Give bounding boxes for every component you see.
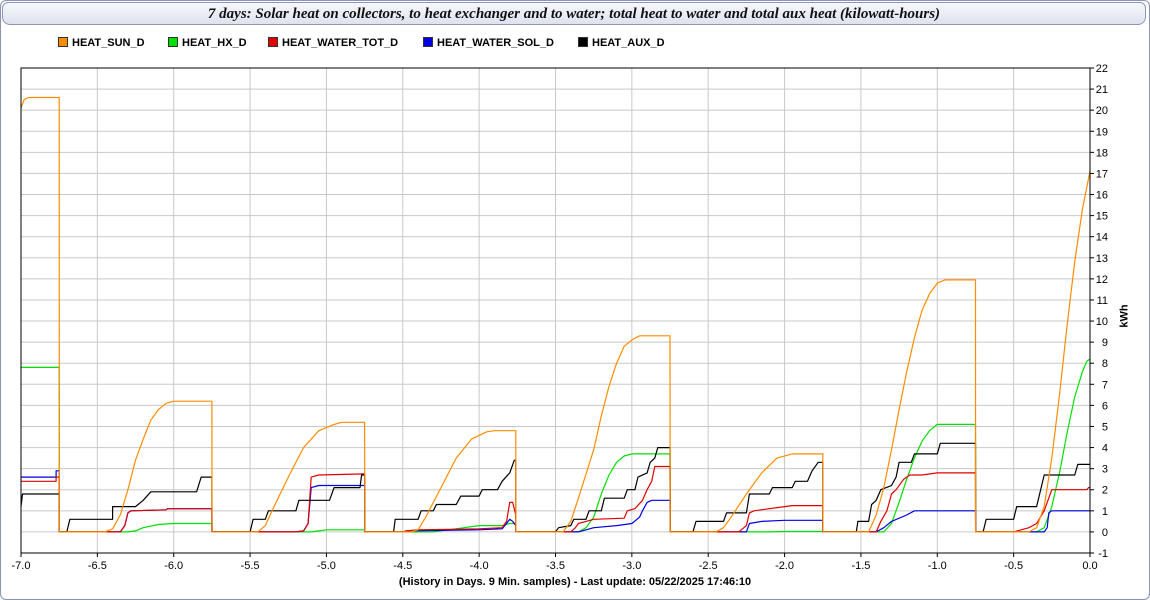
- legend-label-heat-hx: HEAT_HX_D: [182, 37, 247, 49]
- x-tick-label: -5.0: [317, 560, 336, 572]
- x-tick-label: 0.0: [1082, 560, 1097, 572]
- y-tick-label: 17: [1096, 168, 1108, 180]
- legend-swatch-heat-water-sol: [423, 37, 433, 48]
- legend-item-heat-water-sol: HEAT_WATER_SOL_D: [423, 37, 554, 49]
- legend-label-heat-aux: HEAT_AUX_D: [592, 37, 665, 49]
- y-tick-label: 5: [1102, 421, 1108, 433]
- chart-title: 7 days: Solar heat on collectors, to hea…: [2, 2, 1146, 25]
- legend-item-heat-sun: HEAT_SUN_D: [58, 37, 145, 49]
- x-tick-label: -3.0: [622, 560, 641, 572]
- y-tick-label: 1: [1102, 506, 1108, 518]
- x-tick-label: -0.5: [1004, 560, 1023, 572]
- series-line-heat-sun-d: [20, 96, 1091, 533]
- y-tick-label: 20: [1096, 105, 1108, 117]
- legend-item-heat-aux: HEAT_AUX_D: [578, 37, 665, 49]
- x-tick-label: -4.5: [393, 560, 412, 572]
- x-tick-label: -4.0: [470, 560, 489, 572]
- y-tick-label: 2: [1102, 485, 1108, 497]
- y-tick-label: 9: [1102, 337, 1108, 349]
- x-tick-label: -3.5: [546, 560, 565, 572]
- plot-border: [20, 67, 1091, 554]
- y-tick-label: 0: [1102, 527, 1108, 539]
- legend-label-heat-water-sol: HEAT_WATER_SOL_D: [437, 37, 554, 49]
- legend-item-heat-water-tot: HEAT_WATER_TOT_D: [268, 37, 398, 49]
- x-tick-label: -6.0: [164, 560, 183, 572]
- x-tick-label: -2.0: [775, 560, 794, 572]
- y-tick-label: 21: [1096, 84, 1108, 96]
- y-axis-label: kWh: [1118, 304, 1131, 328]
- x-tick-label: -7.0: [12, 560, 31, 572]
- y-tick-label: 8: [1102, 358, 1108, 370]
- y-tick-label: 12: [1096, 274, 1108, 286]
- x-tick-label: -1.5: [851, 560, 870, 572]
- y-tick-label: -1: [1098, 548, 1108, 560]
- y-tick-label: 16: [1096, 190, 1108, 202]
- y-tick-label: 10: [1096, 316, 1108, 328]
- axis-ticks: -1012345678910111213141516171819202122-7…: [12, 63, 1108, 572]
- grid: [20, 67, 1091, 554]
- series-line-heat-aux-d: [20, 442, 1090, 533]
- x-tick-label: -1.0: [928, 560, 947, 572]
- y-tick-label: 11: [1097, 295, 1108, 307]
- y-tick-label: 14: [1096, 232, 1108, 244]
- y-tick-label: 6: [1102, 400, 1108, 412]
- x-axis-footer: (History in Days. 9 Min. samples) - Last…: [398, 576, 752, 588]
- legend-swatch-heat-aux: [578, 37, 588, 48]
- y-tick-label: 18: [1096, 147, 1108, 159]
- y-tick-label: 22: [1096, 63, 1108, 75]
- legend-label-heat-water-tot: HEAT_WATER_TOT_D: [282, 37, 399, 49]
- series-lines: [20, 96, 1091, 533]
- y-tick-label: 15: [1096, 211, 1108, 223]
- legend-item-heat-hx: HEAT_HX_D: [168, 37, 247, 49]
- x-tick-label: -6.5: [88, 560, 107, 572]
- y-tick-label: 3: [1102, 464, 1108, 476]
- legend-label-heat-sun: HEAT_SUN_D: [72, 37, 145, 49]
- y-tick-label: 13: [1096, 253, 1108, 265]
- legend-swatch-heat-water-tot: [268, 37, 278, 48]
- y-tick-label: 7: [1102, 379, 1108, 391]
- y-tick-label: 4: [1102, 443, 1108, 455]
- legend-swatch-heat-hx: [168, 37, 178, 48]
- y-tick-label: 19: [1096, 126, 1108, 138]
- legend-swatch-heat-sun: [58, 37, 68, 48]
- x-tick-label: -2.5: [699, 560, 718, 572]
- x-tick-label: -5.5: [241, 560, 260, 572]
